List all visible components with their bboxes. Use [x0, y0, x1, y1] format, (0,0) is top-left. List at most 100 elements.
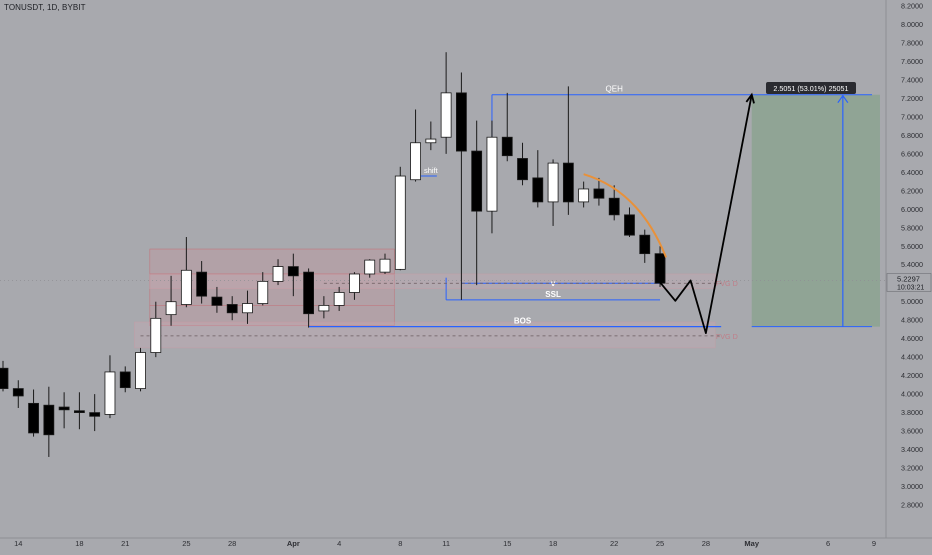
- x-tick-label: 4: [337, 539, 341, 548]
- candle: [180, 237, 192, 308]
- candle-body: [119, 371, 131, 389]
- x-tick-label: 11: [442, 539, 450, 548]
- candle: [608, 185, 620, 221]
- candle: [104, 355, 116, 419]
- candle: [532, 150, 544, 208]
- x-tick-label: 18: [549, 539, 557, 548]
- candle: [287, 253, 299, 297]
- measure-arrow-head: [837, 94, 849, 104]
- target-range-box: [751, 94, 880, 327]
- candle-body: [562, 162, 574, 203]
- x-tick-label: May: [744, 539, 759, 548]
- candle: [43, 386, 55, 457]
- candle-body: [532, 177, 544, 203]
- x-tick-label: 9: [872, 539, 876, 548]
- candle: [135, 347, 146, 392]
- candle: [12, 380, 24, 408]
- momentum-arc: [583, 173, 667, 258]
- candle: [58, 392, 70, 429]
- candle: [0, 360, 9, 392]
- candle-body: [165, 301, 177, 316]
- candle-body: [379, 258, 391, 273]
- candle: [517, 142, 528, 186]
- candle: [165, 275, 177, 326]
- y-tick-label: 4.0000: [901, 390, 923, 399]
- candle-body: [74, 410, 85, 413]
- measure-label-box: [766, 82, 856, 94]
- candle-body: [303, 271, 315, 315]
- y-tick-label: 5.8000: [901, 223, 923, 232]
- y-tick-label: 5.4000: [901, 260, 923, 269]
- candle-body: [349, 273, 360, 293]
- candle-body: [196, 271, 208, 297]
- y-tick-label: 6.4000: [901, 168, 923, 177]
- candle: [486, 120, 498, 234]
- candle: [410, 109, 421, 182]
- candle-body: [486, 136, 498, 212]
- ssl-label: SSL: [545, 290, 561, 299]
- candle-body: [0, 367, 9, 389]
- y-tick-label: 3.6000: [901, 427, 923, 436]
- candle-body: [12, 388, 24, 397]
- y-tick-label: 4.2000: [901, 371, 923, 380]
- y-tick-label: 4.4000: [901, 353, 923, 362]
- candle-body: [547, 162, 559, 203]
- candle: [226, 296, 238, 321]
- candle: [242, 290, 253, 324]
- candle-body: [150, 317, 162, 353]
- x-tick-label: 28: [702, 539, 710, 548]
- y-tick-label: 6.8000: [901, 131, 923, 140]
- x-tick-label: 22: [610, 539, 618, 548]
- y-tick-label: 4.6000: [901, 334, 923, 343]
- candle-body: [104, 371, 116, 415]
- candle-body: [211, 296, 223, 306]
- x-tick-label: Apr: [287, 539, 300, 548]
- x-tick-label: 25: [182, 539, 190, 548]
- candle-body: [578, 188, 590, 203]
- x-tick-label: 28: [228, 539, 236, 548]
- candle-body: [257, 280, 269, 304]
- candle: [379, 253, 391, 274]
- measure-label: 2.5051 (53.01%) 25051: [773, 84, 848, 93]
- candle-body: [43, 404, 55, 436]
- y-tick-label: 3.4000: [901, 445, 923, 454]
- candle-body: [440, 92, 452, 138]
- candle: [211, 286, 223, 313]
- candle: [349, 272, 360, 300]
- candle-body: [242, 303, 253, 314]
- x-tick-label: 8: [398, 539, 402, 548]
- shift-label: shift: [424, 166, 439, 175]
- x-tick-label: 25: [656, 539, 664, 548]
- candle-body: [287, 266, 299, 277]
- candle: [501, 92, 513, 162]
- y-tick-label: 7.6000: [901, 57, 923, 66]
- fvg-upper-label: FVG D: [716, 279, 738, 288]
- candle: [150, 301, 162, 358]
- candle: [624, 207, 635, 238]
- zone-fvg-upper: [149, 273, 716, 290]
- x-tick-label: 21: [121, 539, 129, 548]
- candle-body: [272, 266, 284, 282]
- candle: [257, 272, 269, 306]
- candle: [333, 286, 345, 311]
- y-tick-label: 8.2000: [901, 2, 923, 11]
- projection-arrow-head: [745, 92, 755, 104]
- fvg-lower-label: FVG D: [716, 332, 738, 341]
- zone-fvg-lower: [134, 321, 716, 349]
- y-tick-label: 8.0000: [901, 20, 923, 29]
- candle-body: [89, 412, 101, 417]
- y-tick-label: 6.6000: [901, 149, 923, 158]
- candle-body: [455, 92, 467, 152]
- last-price-value: 5.2297: [897, 274, 920, 283]
- candle-body: [593, 188, 605, 199]
- symbol-title: TONUSDT, 1D, BYBIT: [4, 3, 86, 12]
- candle: [593, 177, 605, 206]
- candle: [364, 259, 376, 278]
- y-tick-label: 2.8000: [901, 501, 923, 510]
- x-tick-label: 15: [503, 539, 511, 548]
- candle-body: [364, 259, 376, 275]
- candle-body: [624, 214, 635, 236]
- v-label: v: [551, 279, 556, 288]
